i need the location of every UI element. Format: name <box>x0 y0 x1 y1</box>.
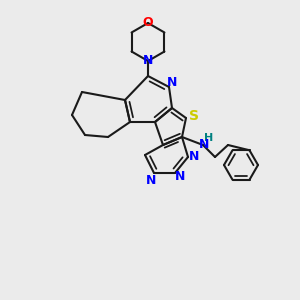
Text: N: N <box>167 76 177 89</box>
Text: N: N <box>189 149 199 163</box>
Text: H: H <box>204 133 214 143</box>
Text: N: N <box>143 55 153 68</box>
Text: N: N <box>175 169 185 182</box>
Text: N: N <box>146 173 156 187</box>
Text: S: S <box>189 109 199 123</box>
Text: N: N <box>199 139 209 152</box>
Text: O: O <box>143 16 153 29</box>
